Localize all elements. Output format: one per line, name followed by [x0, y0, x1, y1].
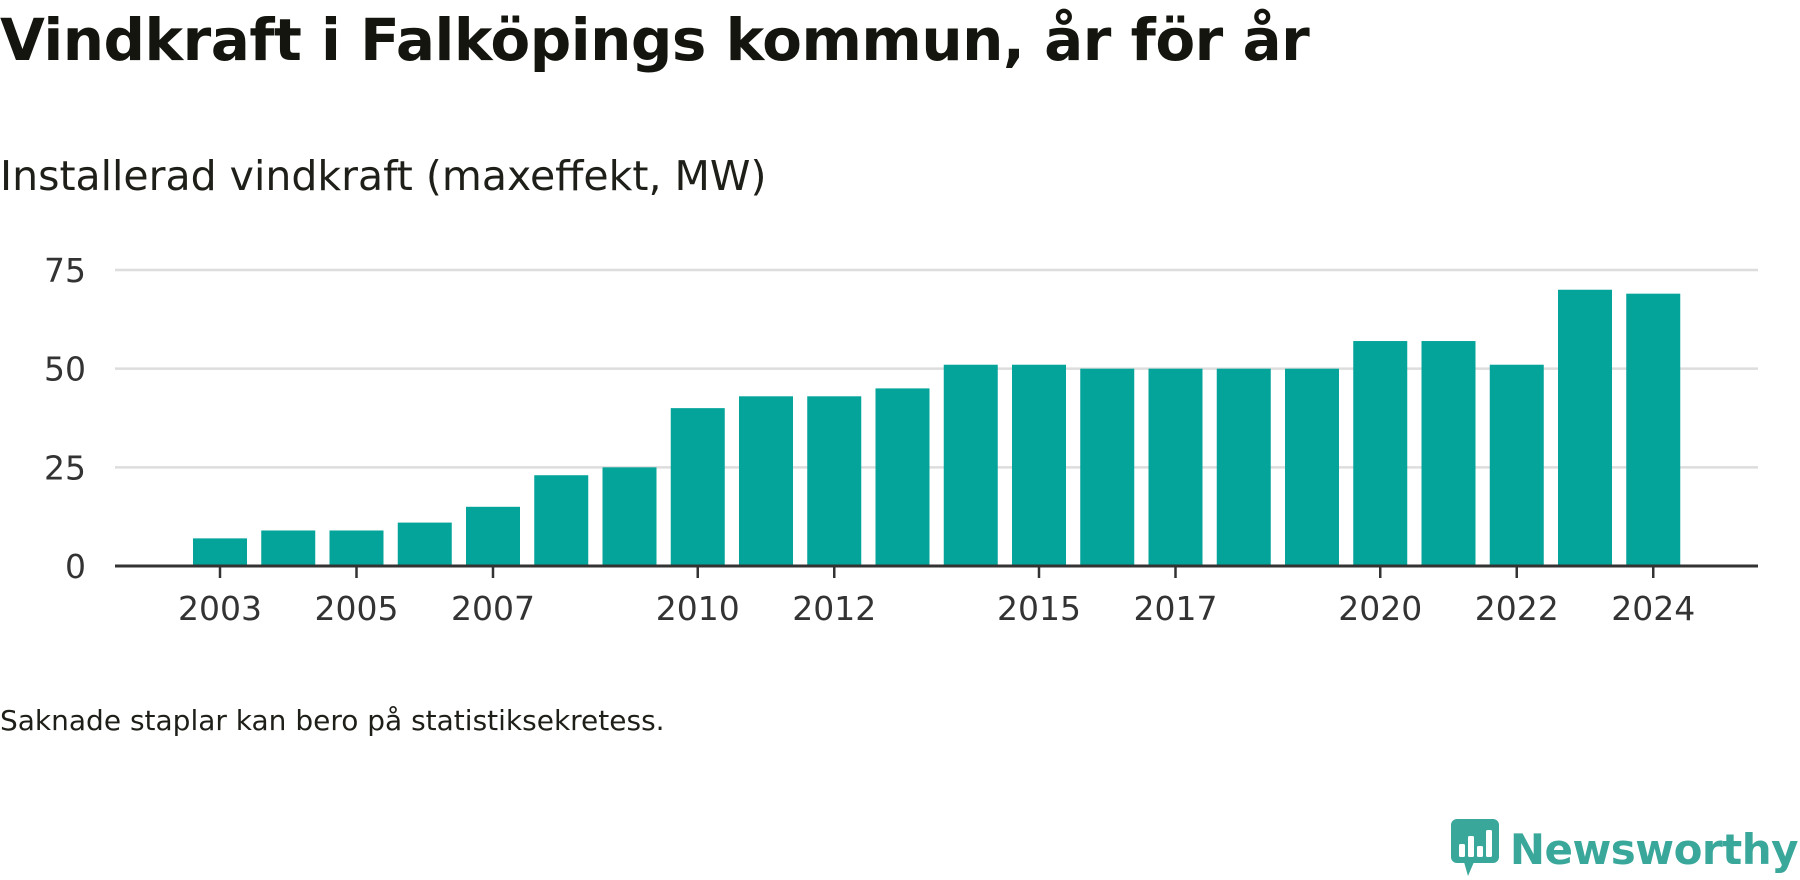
x-tick-label: 2022	[1475, 589, 1559, 628]
bar-2013	[875, 388, 930, 566]
bar-2011	[739, 396, 793, 566]
bar-2024	[1626, 293, 1681, 566]
x-tick-label: 2012	[792, 589, 876, 628]
y-tick-label: 50	[44, 350, 86, 389]
chart-title: Vindkraft i Falköpings kommun, år för år	[0, 6, 1310, 74]
bar-2008	[534, 475, 589, 566]
bar-2004	[261, 530, 316, 566]
bar-2019	[1285, 368, 1339, 566]
brand-name: Newsworthy	[1509, 824, 1799, 874]
bar-2006	[397, 522, 452, 566]
x-tick-label: 2020	[1338, 589, 1422, 628]
bar-2023	[1558, 289, 1612, 566]
bar-2012	[807, 396, 862, 566]
bar-2005	[329, 530, 384, 566]
x-tick-label: 2007	[451, 589, 535, 628]
bar-2007	[466, 506, 520, 566]
footnote: Saknade staplar kan bero på statistiksek…	[0, 704, 665, 737]
newsworthy-logo-icon	[1450, 819, 1499, 876]
bar-2018	[1216, 368, 1271, 566]
x-tick-label: 2010	[656, 589, 740, 628]
bar-2017	[1148, 368, 1203, 566]
brand-logo: Newsworthy	[1450, 818, 1799, 880]
x-tick-label: 2015	[997, 589, 1081, 628]
bar-2020	[1353, 341, 1408, 566]
bar-2010	[670, 408, 725, 566]
bar-2014	[943, 364, 998, 566]
chart-subtitle: Installerad vindkraft (maxeffekt, MW)	[0, 152, 767, 200]
x-tick-label: 2005	[315, 589, 399, 628]
bar-2016	[1080, 368, 1135, 566]
x-tick-label: 2024	[1611, 589, 1695, 628]
bar-2022	[1489, 364, 1544, 566]
bar-2003	[193, 538, 247, 566]
bar-chart: 0 25 50 75 2003 2005 2007 2010 2012 2015 2017 2020 2…	[44, 251, 1758, 628]
bar-2009	[602, 467, 657, 566]
bar-2015	[1012, 364, 1066, 566]
y-tick-label: 0	[65, 547, 86, 586]
x-tick-label: 2003	[178, 589, 262, 628]
bar-2021	[1421, 341, 1476, 566]
y-tick-label: 25	[44, 448, 86, 487]
x-tick-label: 2017	[1134, 589, 1218, 628]
y-tick-label: 75	[44, 251, 86, 290]
